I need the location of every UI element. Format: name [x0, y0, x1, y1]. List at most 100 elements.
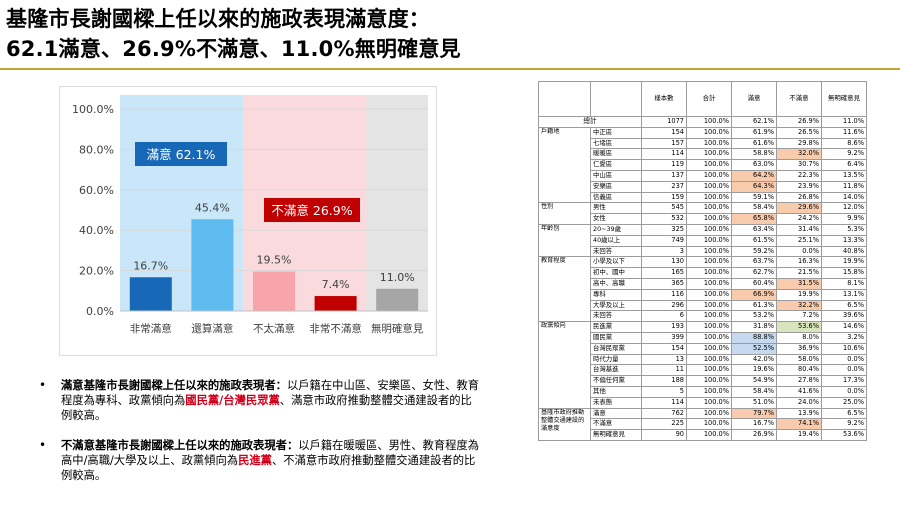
table-cell: 325	[641, 223, 687, 236]
table-cell: 32.2%	[776, 299, 822, 312]
table-cell: 61.6%	[731, 137, 777, 150]
table-cell: 3.2%	[821, 331, 867, 344]
table-cell: 762	[641, 407, 687, 420]
row-label: 中山區	[590, 169, 642, 182]
table-cell: 16.3%	[776, 256, 822, 269]
table-cell: 42.0%	[731, 353, 777, 366]
table-cell: 100.0%	[686, 277, 732, 290]
table-cell: 0.0%	[821, 364, 867, 377]
table-cell: 31.4%	[776, 223, 822, 236]
table-cell: 59.1%	[731, 191, 777, 204]
finding-lead: 滿意基隆市長謝國樑上任以來的施政表現者：	[61, 379, 287, 392]
row-label: 女性	[590, 213, 642, 225]
table-row: 不偏任何黨 188 100.0% 54.9% 27.8% 17.3%	[539, 375, 867, 387]
table-cell: 40.8%	[821, 245, 867, 258]
x-category-label: 非常滿意	[130, 322, 172, 335]
row-label: 滿意	[590, 407, 642, 420]
x-category-label: 非常不滿意	[309, 322, 362, 335]
table-cell: 16.7%	[731, 418, 777, 431]
table-cell: 3	[641, 245, 687, 258]
table-cell: 26.9%	[776, 116, 822, 128]
row-label: 初中、國中	[590, 267, 642, 279]
row-label: 不偏任何黨	[590, 375, 642, 387]
table-row: 台灣民眾黨 154 100.0% 52.5% 36.9% 10.6%	[539, 342, 867, 355]
table-cell: 58.4%	[731, 202, 777, 215]
column-header: 不滿意	[776, 81, 822, 117]
table-cell: 58.8%	[731, 148, 777, 161]
table-cell: 100.0%	[686, 223, 732, 236]
table-cell: 51.0%	[731, 396, 777, 409]
title-divider	[0, 68, 900, 70]
table-cell: 100.0%	[686, 429, 732, 441]
row-label: 民進黨	[590, 321, 642, 333]
column-header: 合計	[686, 81, 732, 117]
table-cell: 11.8%	[821, 180, 867, 193]
table-cell: 6.4%	[821, 159, 867, 171]
table-cell: 100.0%	[686, 137, 732, 150]
table-cell: 100.0%	[686, 331, 732, 344]
header-blank	[538, 81, 591, 117]
row-label: 國民黨	[590, 331, 642, 344]
table-cell: 100.0%	[686, 310, 732, 323]
table-cell: 32.0%	[776, 148, 822, 161]
table-cell: 100.0%	[686, 256, 732, 269]
table-cell: 31.5%	[776, 277, 822, 290]
findings-list: • 滿意基隆市長謝國樑上任以來的施政表現者：以戶籍在中山區、安樂區、女性、教育程…	[39, 378, 479, 498]
table-cell: 64.2%	[731, 169, 777, 182]
table-cell: 62.1%	[731, 116, 777, 128]
bar-value-label: 45.4%	[195, 201, 230, 214]
title-line-2: 62.1滿意、26.9%不滿意、11.0%無明確意見	[6, 37, 461, 61]
table-row: 基隆市政府推動整體交通建設的滿意度 滿意 762 100.0% 79.7% 13.9% 6.…	[538, 407, 867, 441]
table-cell: 25.0%	[821, 396, 867, 409]
row-label: 信義區	[590, 191, 642, 204]
crosstab-table: 樣本數 合計 滿意 不滿意 無明確意見 總計 1077 100.0% 62.1% 26.9% 11.…	[538, 81, 867, 441]
table-cell: 13.3%	[821, 234, 867, 247]
table-cell: 26.5%	[776, 126, 822, 139]
page-title: 基隆市長謝國樑上任以來的施政表現滿意度： 62.1滿意、26.9%不滿意、11.…	[6, 4, 461, 64]
table-cell: 116	[641, 288, 687, 301]
table-cell: 100.0%	[686, 385, 732, 398]
row-label: 中正區	[590, 126, 642, 139]
table-cell: 31.8%	[731, 321, 777, 333]
row-label: 其他	[590, 385, 642, 398]
table-cell: 9.2%	[821, 418, 867, 431]
table-cell: 23.9%	[776, 180, 822, 193]
y-tick-label: 60.0%	[79, 184, 114, 197]
table-cell: 545	[641, 202, 687, 215]
table-cell: 154	[641, 342, 687, 355]
annotation-badge	[135, 142, 227, 166]
table-cell: 100.0%	[686, 321, 732, 333]
table-cell: 58.4%	[731, 385, 777, 398]
table-cell: 8.0%	[776, 331, 822, 344]
y-tick-label: 100.0%	[72, 103, 114, 116]
table-cell: 0.0%	[821, 353, 867, 366]
table-cell: 12.0%	[821, 202, 867, 215]
table-cell: 100.0%	[686, 299, 732, 312]
table-cell: 13	[641, 353, 687, 366]
table-cell: 11.0%	[821, 116, 867, 128]
table-cell: 54.9%	[731, 375, 777, 387]
table-cell: 88.8%	[731, 331, 777, 344]
table-row: 仁愛區 119 100.0% 63.0% 30.7% 6.4%	[539, 159, 867, 171]
table-cell: 65.8%	[731, 213, 777, 225]
row-label: 專科	[590, 288, 642, 301]
table-row: 40歲以上 749 100.0% 61.5% 25.1% 13.3%	[539, 234, 867, 247]
finding-body-end: 、滿意市政府推動整體交通建設者的比例較高。	[61, 394, 472, 422]
table-cell: 53.2%	[731, 310, 777, 323]
table-row: 教育程度 小學及以下 130 100.0% 63.7% 16.3% 19.9%	[538, 256, 867, 323]
table-cell: 13.1%	[821, 288, 867, 301]
column-header: 無明確意見	[821, 81, 867, 117]
table-cell: 1077	[641, 116, 687, 128]
table-cell: 100.0%	[686, 148, 732, 161]
table-cell: 19.6%	[731, 364, 777, 377]
table-cell: 41.6%	[776, 385, 822, 398]
table-row: 初中、國中 165 100.0% 62.7% 21.5% 15.8%	[539, 267, 867, 279]
column-header: 樣本數	[641, 81, 687, 117]
table-cell: 100.0%	[686, 159, 732, 171]
table-cell: 100.0%	[686, 342, 732, 355]
row-label: 暖暖區	[590, 148, 642, 161]
crosstab-table-container: 樣本數 合計 滿意 不滿意 無明確意見 總計 1077 100.0% 62.1% 26.9% 11.…	[538, 81, 867, 496]
table-cell: 59.2%	[731, 245, 777, 258]
table-cell: 100.0%	[686, 353, 732, 366]
table-cell: 154	[641, 126, 687, 139]
